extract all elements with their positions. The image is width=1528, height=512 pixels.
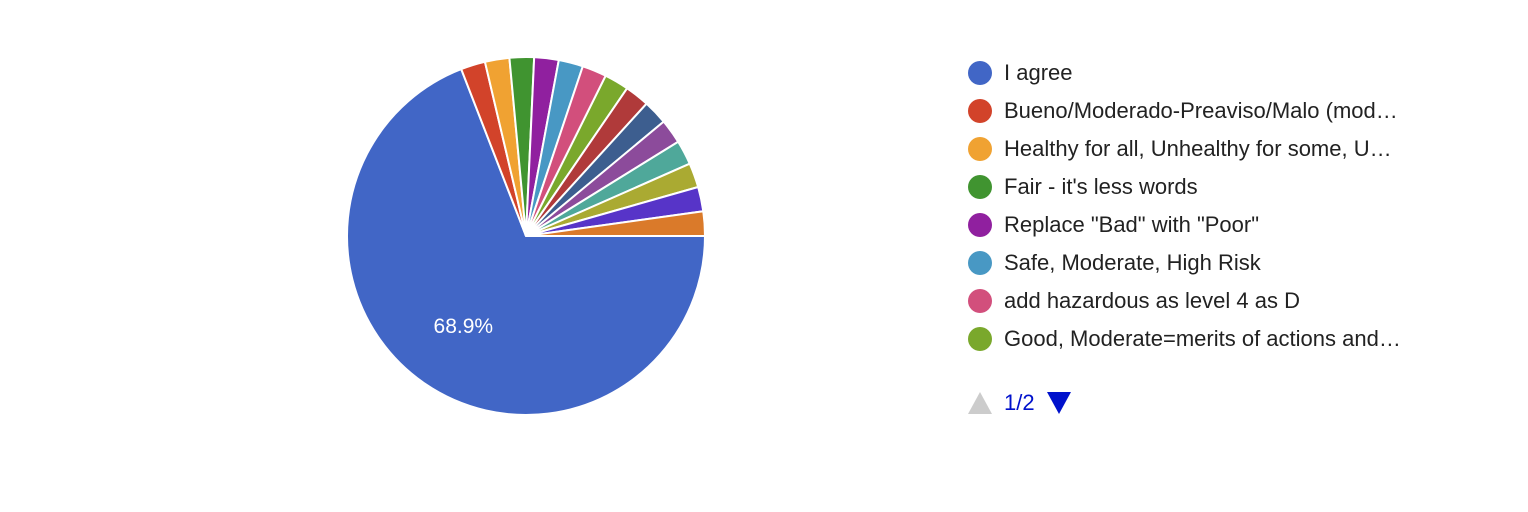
legend-item-fair[interactable]: Fair - it's less words <box>968 168 1401 206</box>
legend-swatch <box>968 137 992 161</box>
pie-slice-14[interactable] <box>525 210 707 237</box>
legend-label: add hazardous as level 4 as D <box>1004 288 1300 313</box>
legend-item-healthy[interactable]: Healthy for all, Unhealthy for some, U… <box>968 130 1401 168</box>
legend: I agree Bueno/Moderado-Preaviso/Malo (mo… <box>968 54 1401 358</box>
triangle-down-icon[interactable] <box>1046 392 1071 414</box>
legend-item-hazardous[interactable]: add hazardous as level 4 as D <box>968 282 1401 320</box>
legend-item-safe[interactable]: Safe, Moderate, High Risk <box>968 244 1401 282</box>
legend-item-i-agree[interactable]: I agree <box>968 54 1401 92</box>
pie-slice-label: 68.9% <box>434 315 494 338</box>
legend-label: Safe, Moderate, High Risk <box>1004 250 1261 275</box>
legend-item-replace-bad[interactable]: Replace "Bad" with "Poor" <box>968 206 1401 244</box>
legend-swatch <box>968 327 992 351</box>
legend-label: I agree <box>1004 60 1073 85</box>
legend-label: Fair - it's less words <box>1004 174 1198 199</box>
legend-swatch <box>968 99 992 123</box>
legend-label: Good, Moderate=merits of actions and… <box>1004 326 1401 351</box>
legend-swatch <box>968 213 992 237</box>
triangle-up-icon <box>968 392 992 414</box>
legend-swatch <box>968 251 992 275</box>
legend-swatch <box>968 289 992 313</box>
pager-page-indicator: 1/2 <box>1004 390 1035 415</box>
legend-pager: 1/2 <box>968 390 1071 416</box>
legend-item-good-moderate[interactable]: Good, Moderate=merits of actions and… <box>968 320 1401 358</box>
legend-swatch <box>968 61 992 85</box>
legend-swatch <box>968 175 992 199</box>
legend-item-bueno[interactable]: Bueno/Moderado-Preaviso/Malo (mod… <box>968 92 1401 130</box>
legend-label: Replace "Bad" with "Poor" <box>1004 212 1260 237</box>
legend-label: Healthy for all, Unhealthy for some, U… <box>1004 136 1392 161</box>
legend-label: Bueno/Moderado-Preaviso/Malo (mod… <box>1004 98 1398 123</box>
pie-slice-0[interactable] <box>346 67 707 416</box>
